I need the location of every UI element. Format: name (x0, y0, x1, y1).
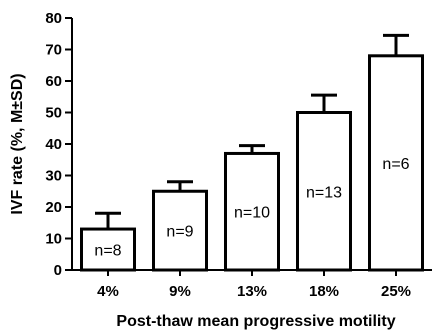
y-axis-ticks: 0 10 20 30 40 50 60 70 80 (45, 10, 72, 279)
bar-labels-group: n=8 n=9 n=10 n=13 n=6 (94, 156, 409, 260)
bar-count-label: n=9 (166, 224, 193, 241)
y-tick-label: 60 (45, 73, 62, 90)
x-axis-title: Post-thaw mean progressive motility (116, 313, 395, 330)
bar-count-label: n=8 (94, 243, 121, 260)
y-axis-title: IVF rate (%, M±SD) (9, 73, 26, 214)
x-axis-ticks: 4% 9% 13% 18% 25% (97, 270, 411, 300)
bar-count-label: n=6 (382, 156, 409, 173)
y-tick-label: 30 (45, 168, 62, 185)
bar-count-label: n=13 (306, 184, 342, 201)
y-tick-label: 20 (45, 199, 62, 216)
x-tick-label: 4% (97, 283, 119, 300)
y-tick-label: 40 (45, 136, 62, 153)
y-tick-label: 0 (54, 262, 62, 279)
x-tick-label: 25% (381, 283, 411, 300)
y-tick-label: 50 (45, 105, 62, 122)
bar-count-label: n=10 (234, 205, 270, 222)
y-tick-label: 80 (45, 10, 62, 27)
y-tick-label: 10 (45, 231, 62, 248)
error-bars-group (95, 33, 409, 230)
x-tick-label: 9% (169, 283, 191, 300)
x-tick-label: 18% (309, 283, 339, 300)
bars-group (80, 54, 424, 272)
y-tick-label: 70 (45, 42, 62, 59)
x-tick-label: 13% (237, 283, 267, 300)
